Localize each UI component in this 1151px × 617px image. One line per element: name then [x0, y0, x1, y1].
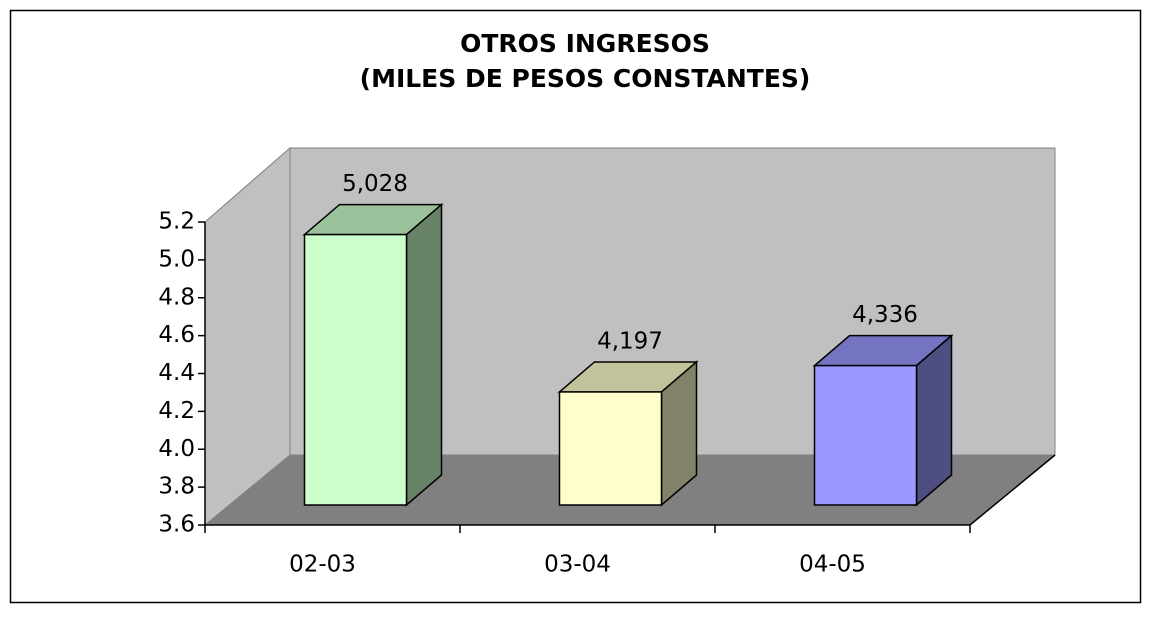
y-tick-label: 4.8 [158, 284, 195, 310]
chart-title: OTROS INGRESOS [460, 29, 710, 58]
bar [558, 391, 663, 506]
x-tick-label: 02-03 [289, 552, 356, 578]
y-tick-label: 3.6 [158, 512, 195, 538]
category-ticks [204, 525, 971, 533]
x-tick-label: 03-04 [544, 552, 611, 578]
bar-side [405, 202, 443, 507]
bar-side [915, 333, 953, 507]
bar [813, 364, 918, 506]
x-tick-label: 04-05 [799, 552, 866, 578]
value-label: 4,197 [597, 328, 663, 354]
value-label: 5,028 [342, 171, 408, 197]
y-tick-label: 4.0 [158, 436, 195, 462]
bar [303, 233, 408, 506]
y-tick-label: 3.8 [158, 474, 195, 500]
y-tick-label: 4.4 [158, 360, 195, 386]
y-tick-label: 5.2 [158, 209, 195, 235]
y-tick-label: 4.2 [158, 398, 195, 424]
y-tick-label: 4.6 [158, 322, 195, 348]
chart-subtitle: (MILES DE PESOS CONSTANTES) [360, 64, 811, 93]
value-label: 4,336 [852, 302, 918, 328]
y-tick-label: 5.0 [158, 246, 195, 272]
